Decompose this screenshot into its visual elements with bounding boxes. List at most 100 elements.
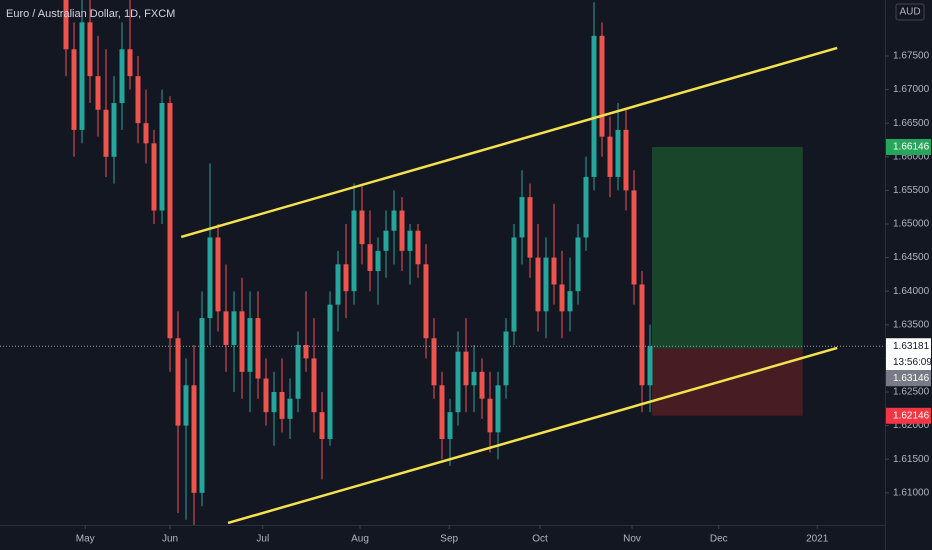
candle-body — [95, 76, 101, 110]
candle-body — [223, 311, 229, 345]
candle-body — [551, 257, 557, 285]
candle-body — [583, 176, 589, 238]
candle-body — [239, 311, 245, 372]
y-tick-label: 1.61500 — [893, 454, 930, 465]
stop-price-label-bg — [886, 407, 931, 424]
y-tick-label: 1.65500 — [893, 185, 930, 196]
candle-body — [287, 398, 293, 419]
y-tick-label: 1.62000 — [893, 420, 930, 431]
candle-body — [159, 103, 165, 211]
candle-body — [119, 49, 125, 104]
candle-body — [615, 129, 621, 177]
y-tick-label: 1.61000 — [893, 487, 930, 498]
candle-body — [199, 318, 205, 493]
candle-body — [151, 143, 157, 211]
candle-body — [135, 76, 141, 124]
candle-body — [255, 318, 261, 379]
candle-body — [127, 49, 133, 77]
x-tick-label: Jul — [256, 534, 269, 545]
candle-body — [575, 237, 581, 292]
candle-body — [391, 210, 397, 231]
candle-body — [487, 398, 493, 433]
y-tick-label: 1.64500 — [893, 252, 930, 263]
candle-body — [375, 250, 381, 272]
candle-body — [79, 22, 85, 130]
candle-body — [175, 338, 181, 426]
candle-body — [351, 210, 357, 292]
trend-line — [180, 46, 838, 239]
candle-body — [143, 123, 149, 144]
candle-body — [167, 103, 173, 339]
loss-zone — [652, 348, 803, 416]
candle-body — [535, 257, 541, 312]
candle-body — [567, 291, 573, 312]
candle-body — [87, 22, 93, 77]
candle-body — [527, 197, 533, 258]
candle-body — [231, 311, 237, 345]
candle-body — [463, 351, 469, 386]
profit-zone — [652, 146, 803, 349]
candle-body — [367, 244, 373, 272]
candle-body — [263, 378, 269, 413]
candle-body — [103, 109, 109, 157]
candle-body — [63, 0, 69, 50]
target-price-label: 1.66146 — [893, 142, 930, 153]
candle-body — [279, 392, 285, 419]
candle-body — [343, 264, 349, 292]
candle-body — [647, 346, 653, 386]
candle-body — [407, 230, 413, 251]
last-price-label: 1.63181 — [893, 341, 930, 352]
last-price-label-bg — [886, 338, 931, 371]
y-tick-label: 1.64000 — [893, 286, 930, 297]
candle-body — [295, 344, 301, 399]
candle-body — [319, 412, 325, 440]
currency-label[interactable]: AUD — [899, 7, 920, 18]
candle-body — [359, 210, 365, 245]
y-tick-label: 1.63500 — [893, 319, 930, 330]
y-tick-label: 1.67500 — [893, 51, 930, 62]
candle-body — [415, 230, 421, 265]
countdown: 13:56:09 — [893, 357, 932, 368]
currency-box[interactable] — [895, 3, 925, 21]
candle-body — [271, 392, 277, 413]
candle-body — [559, 284, 565, 312]
y-tick-label: 1.67000 — [893, 84, 930, 95]
candle-body — [191, 385, 197, 493]
candle-body — [495, 385, 501, 433]
x-tick-label: Aug — [351, 534, 369, 545]
y-tick-label: 1.66000 — [893, 151, 930, 162]
candle-body — [399, 210, 405, 251]
candle-body — [71, 49, 77, 130]
candle-body — [511, 237, 517, 332]
candle-body — [383, 230, 389, 251]
candle-body — [447, 412, 453, 440]
candle-body — [543, 257, 549, 312]
candle-body — [431, 338, 437, 386]
target-price-label-bg — [886, 138, 931, 155]
candle-body — [215, 237, 221, 312]
candle-body — [311, 358, 317, 413]
y-tick-label: 1.62500 — [893, 387, 930, 398]
candle-body — [207, 237, 213, 319]
x-tick-label: Dec — [710, 534, 728, 545]
x-tick-label: Jun — [162, 534, 178, 545]
candle-body — [639, 284, 645, 386]
candle-body — [503, 331, 509, 386]
candle-body — [247, 318, 253, 372]
x-tick-label: May — [76, 534, 95, 545]
entry-price-label-bg — [886, 370, 931, 387]
candle-body — [335, 264, 341, 305]
candle-body — [423, 264, 429, 339]
x-tick-label: 2021 — [806, 534, 829, 545]
candle-body — [519, 197, 525, 238]
y-tick-label: 1.65000 — [893, 219, 930, 230]
candle-body — [439, 385, 445, 440]
candle-body — [183, 385, 189, 426]
x-tick-label: Nov — [623, 534, 641, 545]
candle-body — [607, 136, 613, 177]
entry-price-label: 1.63146 — [893, 373, 930, 384]
x-tick-label: Sep — [440, 534, 458, 545]
candle-body — [623, 129, 629, 191]
candle-body — [327, 304, 333, 440]
